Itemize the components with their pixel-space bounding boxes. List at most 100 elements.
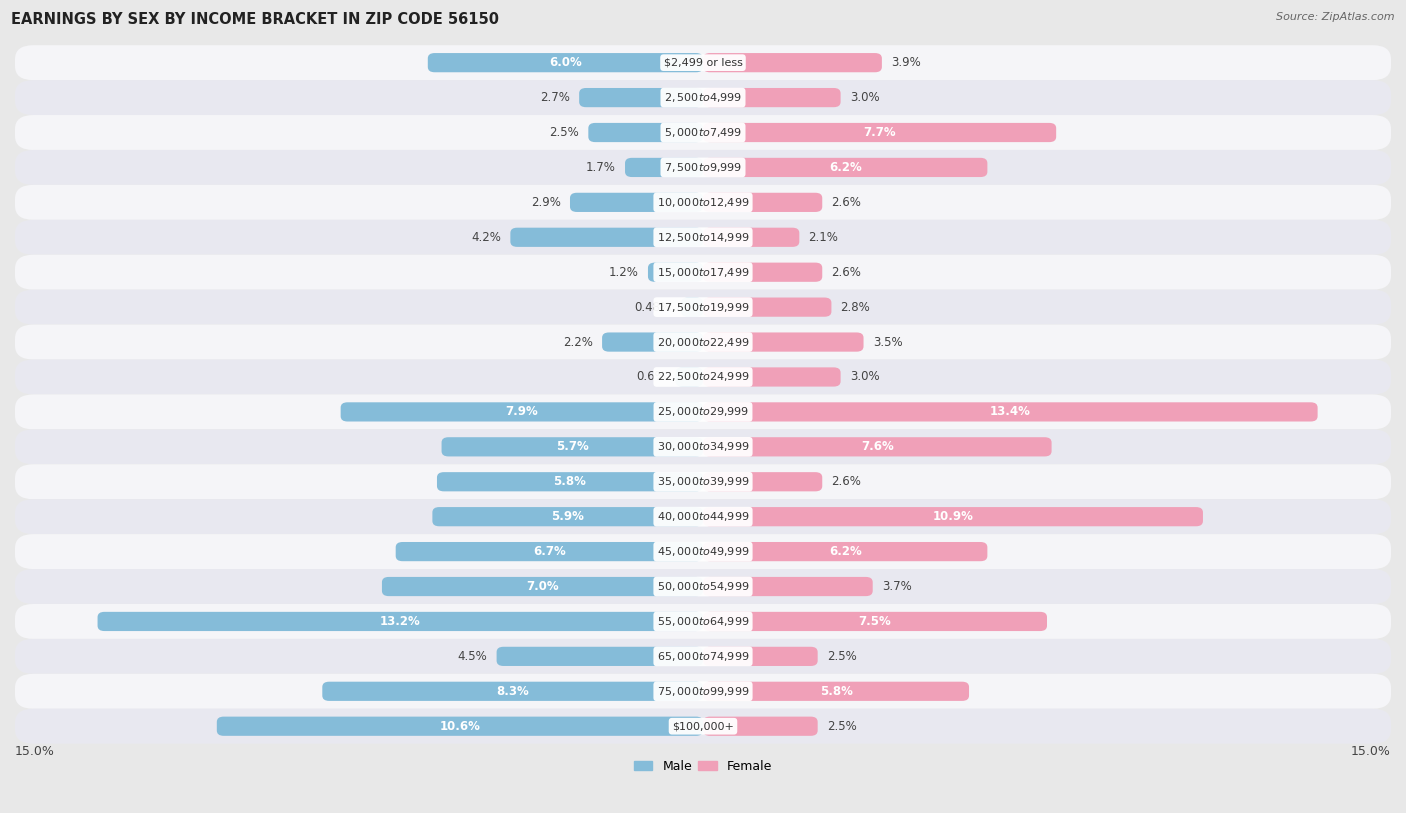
Text: 0.6%: 0.6% (637, 371, 666, 384)
Text: 6.0%: 6.0% (548, 56, 582, 69)
Text: Source: ZipAtlas.com: Source: ZipAtlas.com (1277, 12, 1395, 22)
FancyBboxPatch shape (703, 53, 882, 72)
FancyBboxPatch shape (15, 150, 1391, 185)
FancyBboxPatch shape (703, 123, 1056, 142)
FancyBboxPatch shape (15, 46, 1391, 80)
Text: 3.7%: 3.7% (882, 580, 911, 593)
Text: 13.2%: 13.2% (380, 615, 420, 628)
FancyBboxPatch shape (97, 612, 703, 631)
FancyBboxPatch shape (703, 647, 818, 666)
Text: 2.7%: 2.7% (540, 91, 569, 104)
Text: 2.6%: 2.6% (831, 476, 862, 489)
FancyBboxPatch shape (703, 158, 987, 177)
FancyBboxPatch shape (433, 507, 703, 526)
Text: 10.9%: 10.9% (932, 511, 973, 524)
Text: 7.9%: 7.9% (505, 406, 538, 419)
Text: 5.9%: 5.9% (551, 511, 583, 524)
Text: $5,000 to $7,499: $5,000 to $7,499 (664, 126, 742, 139)
FancyBboxPatch shape (703, 193, 823, 212)
FancyBboxPatch shape (437, 472, 703, 491)
Text: $75,000 to $99,999: $75,000 to $99,999 (657, 685, 749, 698)
Text: 1.2%: 1.2% (609, 266, 638, 279)
Text: 6.7%: 6.7% (533, 545, 565, 558)
FancyBboxPatch shape (15, 185, 1391, 220)
Text: 6.2%: 6.2% (828, 161, 862, 174)
FancyBboxPatch shape (15, 499, 1391, 534)
Text: 2.2%: 2.2% (562, 336, 593, 349)
FancyBboxPatch shape (427, 53, 703, 72)
Text: $7,500 to $9,999: $7,500 to $9,999 (664, 161, 742, 174)
Text: 0.48%: 0.48% (634, 301, 672, 314)
FancyBboxPatch shape (703, 333, 863, 352)
FancyBboxPatch shape (626, 158, 703, 177)
Text: $2,500 to $4,999: $2,500 to $4,999 (664, 91, 742, 104)
FancyBboxPatch shape (588, 123, 703, 142)
FancyBboxPatch shape (703, 577, 873, 596)
FancyBboxPatch shape (496, 647, 703, 666)
Text: $40,000 to $44,999: $40,000 to $44,999 (657, 511, 749, 524)
FancyBboxPatch shape (703, 681, 969, 701)
FancyBboxPatch shape (703, 437, 1052, 456)
FancyBboxPatch shape (703, 298, 831, 317)
Text: 2.6%: 2.6% (831, 196, 862, 209)
Text: 2.6%: 2.6% (831, 266, 862, 279)
Text: 2.1%: 2.1% (808, 231, 838, 244)
FancyBboxPatch shape (602, 333, 703, 352)
FancyBboxPatch shape (15, 464, 1391, 499)
Text: 4.2%: 4.2% (471, 231, 501, 244)
FancyBboxPatch shape (15, 534, 1391, 569)
FancyBboxPatch shape (15, 429, 1391, 464)
Legend: Male, Female: Male, Female (628, 754, 778, 778)
Text: 4.5%: 4.5% (458, 650, 488, 663)
FancyBboxPatch shape (322, 681, 703, 701)
Text: 2.5%: 2.5% (827, 720, 856, 733)
FancyBboxPatch shape (15, 220, 1391, 254)
FancyBboxPatch shape (569, 193, 703, 212)
Text: $12,500 to $14,999: $12,500 to $14,999 (657, 231, 749, 244)
FancyBboxPatch shape (703, 88, 841, 107)
FancyBboxPatch shape (15, 254, 1391, 289)
Text: 1.7%: 1.7% (586, 161, 616, 174)
Text: 15.0%: 15.0% (1351, 746, 1391, 759)
Text: $2,499 or less: $2,499 or less (664, 58, 742, 67)
FancyBboxPatch shape (675, 367, 703, 387)
FancyBboxPatch shape (15, 709, 1391, 744)
Text: 5.8%: 5.8% (554, 476, 586, 489)
Text: 3.5%: 3.5% (873, 336, 903, 349)
Text: 3.0%: 3.0% (849, 371, 879, 384)
Text: $20,000 to $22,499: $20,000 to $22,499 (657, 336, 749, 349)
Text: 7.6%: 7.6% (860, 441, 894, 454)
FancyBboxPatch shape (510, 228, 703, 247)
FancyBboxPatch shape (15, 674, 1391, 709)
Text: $22,500 to $24,999: $22,500 to $24,999 (657, 371, 749, 384)
FancyBboxPatch shape (15, 394, 1391, 429)
FancyBboxPatch shape (648, 263, 703, 282)
Text: $55,000 to $64,999: $55,000 to $64,999 (657, 615, 749, 628)
Text: $45,000 to $49,999: $45,000 to $49,999 (657, 545, 749, 558)
Text: $50,000 to $54,999: $50,000 to $54,999 (657, 580, 749, 593)
Text: $100,000+: $100,000+ (672, 721, 734, 731)
FancyBboxPatch shape (703, 367, 841, 387)
Text: $25,000 to $29,999: $25,000 to $29,999 (657, 406, 749, 419)
Text: 15.0%: 15.0% (15, 746, 55, 759)
Text: 7.5%: 7.5% (859, 615, 891, 628)
FancyBboxPatch shape (441, 437, 703, 456)
FancyBboxPatch shape (703, 542, 987, 561)
FancyBboxPatch shape (15, 289, 1391, 324)
Text: 2.5%: 2.5% (827, 650, 856, 663)
Text: $15,000 to $17,499: $15,000 to $17,499 (657, 266, 749, 279)
Text: 8.3%: 8.3% (496, 685, 529, 698)
FancyBboxPatch shape (15, 80, 1391, 115)
Text: 2.5%: 2.5% (550, 126, 579, 139)
FancyBboxPatch shape (15, 569, 1391, 604)
Text: $35,000 to $39,999: $35,000 to $39,999 (657, 476, 749, 489)
FancyBboxPatch shape (703, 507, 1204, 526)
Text: 2.9%: 2.9% (531, 196, 561, 209)
Text: 10.6%: 10.6% (440, 720, 481, 733)
FancyBboxPatch shape (703, 402, 1317, 421)
Text: 13.4%: 13.4% (990, 406, 1031, 419)
Text: 2.8%: 2.8% (841, 301, 870, 314)
FancyBboxPatch shape (15, 604, 1391, 639)
FancyBboxPatch shape (579, 88, 703, 107)
FancyBboxPatch shape (15, 324, 1391, 359)
